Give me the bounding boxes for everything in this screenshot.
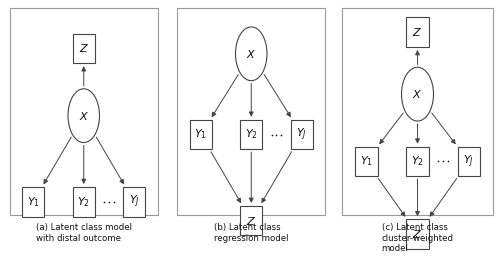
FancyBboxPatch shape	[342, 8, 492, 215]
Text: $Z$: $Z$	[78, 43, 89, 54]
FancyBboxPatch shape	[355, 147, 378, 176]
Text: $Z$: $Z$	[412, 26, 422, 38]
Text: $Y_1$: $Y_1$	[27, 195, 40, 209]
Text: $Y_J$: $Y_J$	[464, 153, 474, 169]
FancyBboxPatch shape	[10, 8, 158, 215]
Text: $X$: $X$	[246, 48, 256, 60]
FancyBboxPatch shape	[406, 219, 428, 249]
Text: $Y_2$: $Y_2$	[245, 128, 258, 141]
Text: $Y_1$: $Y_1$	[194, 128, 207, 141]
Text: (b) Latent class
regression model: (b) Latent class regression model	[214, 223, 288, 243]
FancyBboxPatch shape	[190, 120, 212, 149]
FancyBboxPatch shape	[123, 187, 145, 217]
Text: $Z$: $Z$	[246, 215, 256, 226]
Text: $Y_2$: $Y_2$	[78, 195, 90, 209]
FancyBboxPatch shape	[458, 147, 480, 176]
FancyBboxPatch shape	[240, 120, 262, 149]
FancyBboxPatch shape	[290, 120, 312, 149]
FancyBboxPatch shape	[240, 206, 262, 235]
FancyBboxPatch shape	[406, 147, 428, 176]
Text: $Y_J$: $Y_J$	[128, 194, 140, 210]
Text: $Y_2$: $Y_2$	[411, 154, 424, 168]
Text: $X$: $X$	[412, 88, 422, 100]
Circle shape	[68, 89, 100, 143]
FancyBboxPatch shape	[72, 187, 95, 217]
FancyBboxPatch shape	[406, 17, 428, 47]
Text: $Y_1$: $Y_1$	[360, 154, 373, 168]
Text: (c) Latent class
cluster-weighted
model: (c) Latent class cluster-weighted model	[382, 223, 454, 253]
Text: $X$: $X$	[78, 110, 89, 122]
Circle shape	[402, 67, 434, 121]
FancyBboxPatch shape	[22, 187, 44, 217]
FancyBboxPatch shape	[72, 34, 95, 63]
FancyBboxPatch shape	[177, 8, 326, 215]
Circle shape	[236, 27, 267, 81]
Text: $Y_J$: $Y_J$	[296, 126, 307, 143]
Text: (a) Latent class model
with distal outcome: (a) Latent class model with distal outco…	[36, 223, 132, 243]
Text: $Z$: $Z$	[412, 228, 422, 240]
